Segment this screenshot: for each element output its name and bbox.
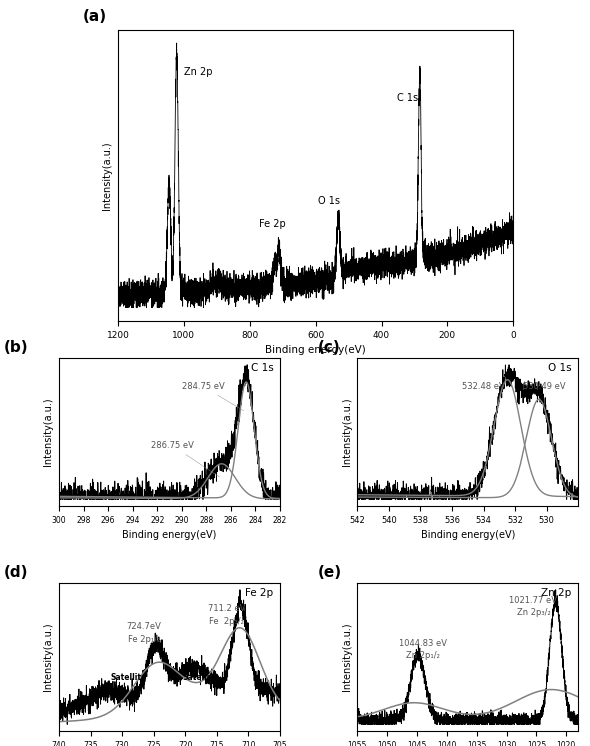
Text: Zn 2p: Zn 2p bbox=[541, 588, 572, 598]
Text: Zn 2p₁/₂: Zn 2p₁/₂ bbox=[406, 651, 440, 660]
Text: (b): (b) bbox=[4, 340, 28, 355]
X-axis label: Binding energy(eV): Binding energy(eV) bbox=[266, 345, 366, 355]
Text: 1044.83 eV: 1044.83 eV bbox=[399, 639, 447, 648]
Y-axis label: Intensity(a.u.): Intensity(a.u.) bbox=[44, 623, 54, 692]
Text: 286.75 eV: 286.75 eV bbox=[151, 441, 219, 477]
Text: (d): (d) bbox=[4, 565, 28, 580]
Y-axis label: Intensity(a.u.): Intensity(a.u.) bbox=[44, 398, 54, 466]
Text: Fe 2p: Fe 2p bbox=[245, 588, 273, 598]
Text: Zn 2p₃/₂: Zn 2p₃/₂ bbox=[516, 608, 550, 618]
Text: (e): (e) bbox=[317, 565, 342, 580]
Text: O 1s: O 1s bbox=[548, 363, 572, 372]
Text: Zn 2p: Zn 2p bbox=[184, 67, 212, 77]
Text: 284.75 eV: 284.75 eV bbox=[182, 382, 244, 411]
X-axis label: Binding energy(eV): Binding energy(eV) bbox=[421, 530, 515, 540]
Text: 1021.77 eV: 1021.77 eV bbox=[509, 596, 558, 605]
Text: 532.48 eV: 532.48 eV bbox=[462, 382, 505, 391]
Text: (c): (c) bbox=[317, 340, 340, 355]
Y-axis label: Intensity(a.u.): Intensity(a.u.) bbox=[342, 623, 352, 692]
Text: Satellite: Satellite bbox=[110, 674, 146, 683]
Text: Fe  2p₃/₂: Fe 2p₃/₂ bbox=[209, 617, 244, 626]
Text: (a): (a) bbox=[83, 9, 107, 24]
Text: O 1s: O 1s bbox=[318, 196, 340, 206]
Text: 711.2 eV: 711.2 eV bbox=[208, 604, 245, 613]
Text: C 1s: C 1s bbox=[251, 363, 273, 372]
Text: Satellite: Satellite bbox=[183, 674, 219, 683]
Y-axis label: Intensity(a.u.): Intensity(a.u.) bbox=[103, 141, 113, 210]
Text: Fe 2p: Fe 2p bbox=[260, 219, 286, 229]
Y-axis label: Intensity(a.u.): Intensity(a.u.) bbox=[342, 398, 352, 466]
Text: C 1s: C 1s bbox=[397, 93, 418, 103]
X-axis label: Binding energy(eV): Binding energy(eV) bbox=[122, 530, 217, 540]
Text: 724.7eV: 724.7eV bbox=[127, 622, 162, 631]
Text: Fe 2p₁/₂: Fe 2p₁/₂ bbox=[128, 635, 160, 645]
Text: 530.49 eV: 530.49 eV bbox=[523, 382, 566, 391]
